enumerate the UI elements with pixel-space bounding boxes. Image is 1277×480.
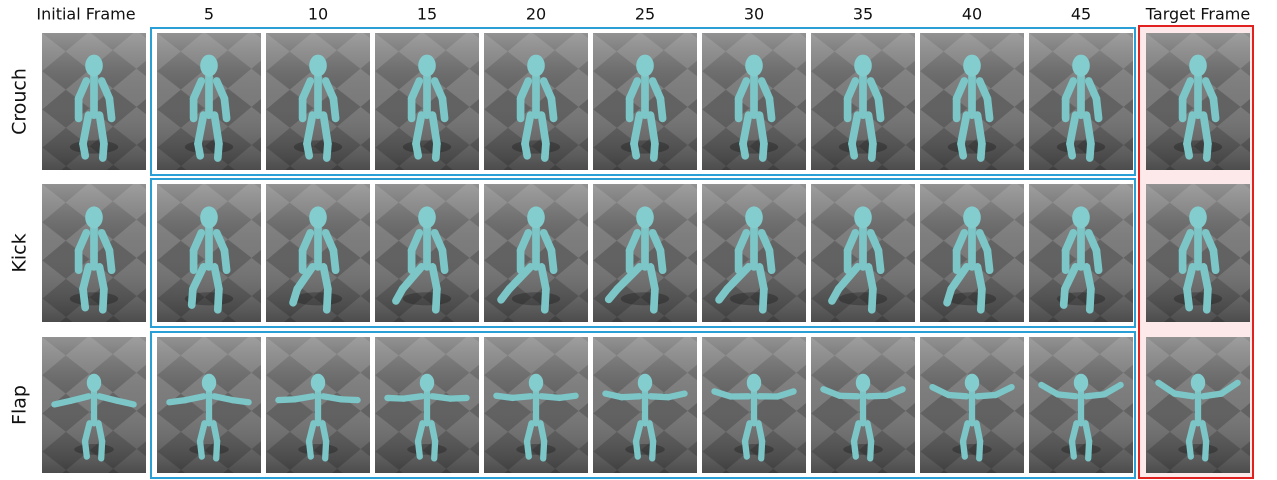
column-label: Target Frame bbox=[1145, 5, 1250, 24]
row-label: Crouch bbox=[9, 68, 31, 135]
frame-image bbox=[157, 184, 261, 322]
frame-image bbox=[1146, 184, 1250, 322]
column-label: 20 bbox=[526, 5, 546, 24]
frame-image bbox=[1029, 184, 1133, 322]
frame-image bbox=[157, 337, 261, 473]
frame-image bbox=[702, 337, 806, 473]
frame-image bbox=[593, 33, 697, 170]
frame-image bbox=[593, 337, 697, 473]
frame-image bbox=[811, 184, 915, 322]
frame-image bbox=[375, 184, 479, 322]
frame-image bbox=[484, 184, 588, 322]
column-label: 30 bbox=[744, 5, 764, 24]
row-label: Kick bbox=[9, 233, 31, 272]
figure: Initial Frame 5 10 15 20 25 30 35 40 45 Target Fra… bbox=[0, 0, 1277, 480]
frame-image bbox=[1146, 337, 1250, 473]
column-label: 15 bbox=[417, 5, 437, 24]
frame-image bbox=[811, 33, 915, 170]
column-label: 10 bbox=[308, 5, 328, 24]
frame-image bbox=[920, 337, 1024, 473]
frame-image bbox=[266, 337, 370, 473]
column-label: 5 bbox=[204, 5, 214, 24]
frame-image bbox=[593, 184, 697, 322]
frame-image bbox=[484, 337, 588, 473]
frame-image bbox=[42, 184, 146, 322]
frame-image bbox=[1029, 33, 1133, 170]
frame-image bbox=[1146, 33, 1250, 170]
frame-image bbox=[920, 33, 1024, 170]
frame-image bbox=[157, 33, 261, 170]
frame-image bbox=[484, 33, 588, 170]
frame-image bbox=[702, 184, 806, 322]
column-label: 45 bbox=[1071, 5, 1091, 24]
frame-image bbox=[702, 33, 806, 170]
frame-image bbox=[375, 337, 479, 473]
frame-image bbox=[42, 33, 146, 170]
frame-image bbox=[375, 33, 479, 170]
column-label: 35 bbox=[853, 5, 873, 24]
column-label: 40 bbox=[962, 5, 982, 24]
frame-image bbox=[42, 337, 146, 473]
row-label: Flap bbox=[9, 385, 31, 425]
column-label: 25 bbox=[635, 5, 655, 24]
column-label: Initial Frame bbox=[36, 5, 135, 24]
frame-image bbox=[1029, 337, 1133, 473]
frame-image bbox=[266, 33, 370, 170]
frame-image bbox=[266, 184, 370, 322]
frame-image bbox=[811, 337, 915, 473]
frame-image bbox=[920, 184, 1024, 322]
